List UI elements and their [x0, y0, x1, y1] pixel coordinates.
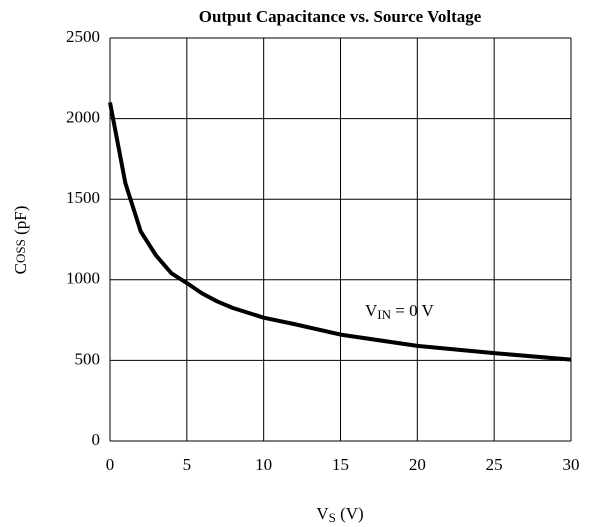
data-line — [108, 102, 572, 362]
x-tick-label: 10 — [255, 455, 272, 474]
x-axis-label: VS (V) — [316, 504, 363, 525]
y-tick-label: 1000 — [66, 269, 100, 288]
y-tick-label: 500 — [75, 349, 101, 368]
y-tick-label: 0 — [92, 430, 101, 449]
annotation-part: IN — [377, 307, 391, 322]
y-tick-label: 2500 — [66, 27, 100, 46]
y-label-part: OSS — [13, 239, 28, 263]
x-tick-label: 25 — [486, 455, 503, 474]
annotation-part: V — [365, 301, 378, 320]
y-label-part: C — [11, 263, 30, 274]
y-tick-label: 2000 — [66, 108, 100, 127]
x-tick-label: 5 — [183, 455, 192, 474]
x-label-part: V — [316, 504, 329, 523]
x-tick-label: 15 — [332, 455, 349, 474]
annotation: VIN = 0 V — [365, 301, 435, 322]
x-tick-label: 20 — [409, 455, 426, 474]
chart-title: Output Capacitance vs. Source Voltage — [199, 7, 482, 26]
y-tick-label: 1500 — [66, 188, 100, 207]
x-tick-label: 0 — [106, 455, 115, 474]
y-axis-label: COSS (pF) — [11, 206, 30, 275]
y-label-part: (pF) — [11, 206, 30, 240]
annotation-part: = 0 V — [391, 301, 435, 320]
x-label-part: (V) — [336, 504, 364, 523]
x-tick-label: 30 — [563, 455, 580, 474]
x-label-part: S — [329, 510, 336, 525]
